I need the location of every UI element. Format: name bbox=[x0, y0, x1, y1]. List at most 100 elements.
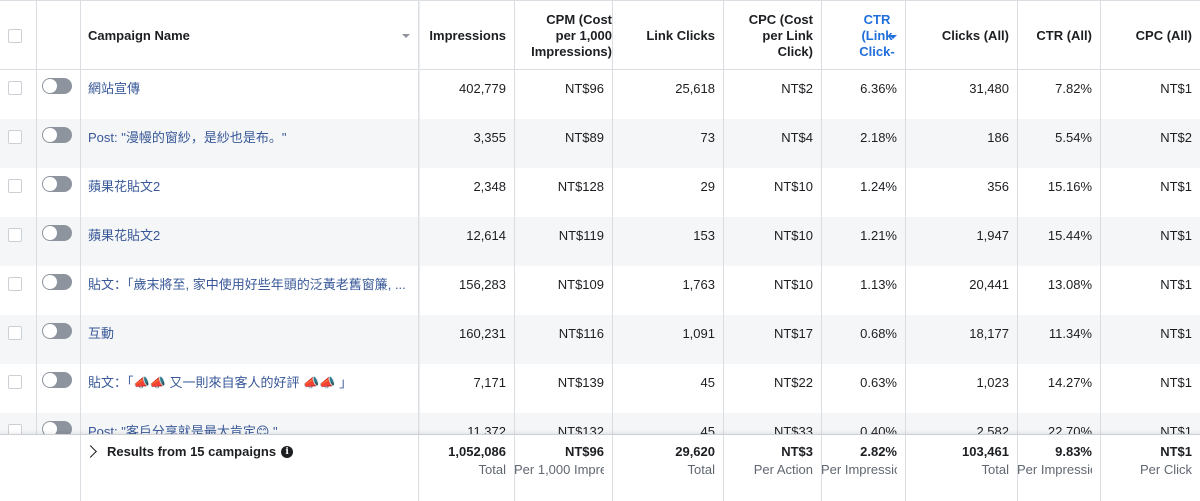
cell-cpm: NT$116 bbox=[558, 326, 604, 341]
total-clicks-all: 103,461 Total bbox=[905, 435, 1017, 501]
total-label: Total bbox=[687, 462, 715, 477]
info-icon[interactable]: i bbox=[281, 445, 294, 458]
total-value: NT$3 bbox=[781, 444, 813, 459]
total-label: Total bbox=[478, 462, 506, 477]
header-cpc-link[interactable]: CPC (Cost per Link Click) bbox=[723, 1, 821, 70]
campaign-toggle[interactable] bbox=[42, 127, 72, 143]
total-label: Total bbox=[981, 462, 1009, 477]
campaign-name-link[interactable]: 貼文：「歲末將至, 家中使用好些年頭的泛黃老舊窗簾, ... bbox=[80, 266, 420, 315]
campaign-name-text: 網站宣傳 bbox=[88, 81, 141, 96]
cell-link-clicks: 1,763 bbox=[682, 277, 715, 292]
campaign-toggle[interactable] bbox=[42, 176, 72, 192]
cell-cpm: NT$119 bbox=[558, 228, 604, 243]
header-campaign-name[interactable]: Campaign Name bbox=[80, 1, 420, 70]
cell-cpc-link: NT$22 bbox=[773, 375, 813, 390]
cell-cpm: NT$128 bbox=[557, 179, 604, 194]
cell-link-clicks: 45 bbox=[700, 375, 715, 390]
header-label: Clicks (All) bbox=[941, 27, 1009, 43]
row-select-checkbox[interactable] bbox=[8, 130, 22, 144]
sort-caret-icon[interactable] bbox=[402, 33, 410, 38]
cell-impressions: 2,348 bbox=[473, 179, 506, 194]
footer-column-divider bbox=[514, 435, 515, 501]
header-cpm[interactable]: CPM (Cost per 1,000 Impressions) bbox=[514, 1, 612, 70]
cell-cpc-link: NT$2 bbox=[781, 81, 813, 96]
cell-impressions: 160,231 bbox=[459, 326, 506, 341]
cell-clicks-all: 186 bbox=[987, 130, 1009, 145]
cell-link-clicks: 73 bbox=[700, 130, 715, 145]
column-divider bbox=[612, 0, 613, 501]
total-label: Per Click bbox=[1139, 462, 1192, 477]
select-all-checkbox[interactable] bbox=[8, 29, 22, 43]
cell-ctr-link: 0.68% bbox=[860, 326, 897, 341]
cell-link-clicks: 25,618 bbox=[675, 81, 715, 96]
cell-cpm: NT$89 bbox=[564, 130, 604, 145]
footer-column-divider bbox=[821, 435, 822, 501]
cell-ctr-all: 15.16% bbox=[1047, 179, 1092, 194]
campaign-toggle[interactable] bbox=[42, 421, 72, 437]
cell-cpc-all: NT$2 bbox=[1160, 130, 1192, 145]
total-label: Per Impressions bbox=[1017, 462, 1092, 477]
summary-footer: Results from 15 campaigns i 1,052,086 Total… bbox=[0, 434, 1200, 501]
cell-ctr-link: 2.18% bbox=[860, 130, 897, 145]
campaign-toggle[interactable] bbox=[42, 225, 72, 241]
cell-ctr-link: 0.63% bbox=[860, 375, 897, 390]
total-cpc-link: NT$3 Per Action bbox=[723, 435, 821, 501]
footer-column-divider bbox=[612, 435, 613, 501]
row-select-checkbox[interactable] bbox=[8, 277, 22, 291]
header-label: CPC (All) bbox=[1135, 27, 1192, 43]
column-divider bbox=[905, 0, 906, 501]
chevron-right-icon[interactable] bbox=[84, 445, 97, 458]
footer-column-divider bbox=[80, 435, 81, 501]
header-link-clicks[interactable]: Link Clicks bbox=[612, 1, 723, 70]
campaign-name-link[interactable]: 貼文：「📣📣 又一則來自客人的好評 📣📣 」 bbox=[80, 364, 420, 413]
footer-column-divider bbox=[905, 435, 906, 501]
header-ctr-link[interactable]: CTR (Link Click- bbox=[821, 1, 905, 70]
header-impressions[interactable]: Impressions bbox=[420, 1, 514, 70]
row-select-checkbox[interactable] bbox=[8, 81, 22, 95]
campaign-name-link[interactable]: Post: "漫幔的窗紗，是紗也是布。" bbox=[80, 119, 420, 168]
header-label: Impressions bbox=[429, 27, 506, 43]
table-row: 網站宣傳 402,779 NT$96 25,618 NT$2 6.36% 31,480 7.8… bbox=[0, 70, 1200, 119]
header-clicks-all[interactable]: Clicks (All) bbox=[905, 1, 1017, 70]
total-label: Per Impressions bbox=[821, 462, 897, 477]
sort-caret-icon[interactable] bbox=[889, 35, 897, 39]
total-value: 29,620 bbox=[675, 444, 715, 459]
total-value: 103,461 bbox=[962, 444, 1009, 459]
header-label: CPM (Cost per 1,000 Impressions) bbox=[531, 11, 612, 59]
campaign-name-text: 蘋果花貼文2 bbox=[88, 228, 161, 243]
row-select-checkbox[interactable] bbox=[8, 326, 22, 340]
row-select-checkbox[interactable] bbox=[8, 228, 22, 242]
row-select-checkbox[interactable] bbox=[8, 375, 22, 389]
cell-ctr-link: 1.24% bbox=[860, 179, 897, 194]
campaign-toggle[interactable] bbox=[42, 372, 72, 388]
results-summary[interactable]: Results from 15 campaigns i bbox=[84, 444, 294, 459]
campaign-toggle[interactable] bbox=[42, 323, 72, 339]
cell-clicks-all: 356 bbox=[987, 179, 1009, 194]
campaign-name-link[interactable]: 互動 bbox=[80, 315, 420, 364]
cell-cpc-link: NT$17 bbox=[773, 326, 813, 341]
campaign-name-link[interactable]: 網站宣傳 bbox=[80, 70, 420, 119]
cell-link-clicks: 153 bbox=[693, 228, 715, 243]
frozen-column-divider[interactable] bbox=[418, 0, 420, 501]
campaign-toggle[interactable] bbox=[42, 274, 72, 290]
cell-clicks-all: 20,441 bbox=[969, 277, 1009, 292]
footer-column-divider bbox=[418, 435, 419, 501]
total-value: 1,052,086 bbox=[448, 444, 506, 459]
cell-clicks-all: 1,947 bbox=[976, 228, 1009, 243]
cell-ctr-all: 7.82% bbox=[1055, 81, 1092, 96]
cell-ctr-link: 6.36% bbox=[860, 81, 897, 96]
campaign-toggle[interactable] bbox=[42, 78, 72, 94]
campaign-name-link[interactable]: 蘋果花貼文2 bbox=[80, 217, 420, 266]
column-divider bbox=[514, 0, 515, 501]
cell-cpc-link: NT$10 bbox=[773, 179, 813, 194]
campaign-name-text: 貼文：「📣📣 又一則來自客人的好評 📣📣 」 bbox=[88, 375, 353, 390]
row-select-checkbox[interactable] bbox=[8, 179, 22, 193]
total-value: 9.83% bbox=[1055, 444, 1092, 459]
total-label: Per 1,000 Impressions bbox=[514, 462, 604, 477]
table-row: 貼文：「📣📣 又一則來自客人的好評 📣📣 」 7,171 NT$139 45 NT$22… bbox=[0, 364, 1200, 413]
header-ctr-all[interactable]: CTR (All) bbox=[1017, 1, 1100, 70]
header-cpc-all[interactable]: CPC (All) bbox=[1100, 1, 1200, 70]
campaign-name-link[interactable]: 蘋果花貼文2 bbox=[80, 168, 420, 217]
table-row: 蘋果花貼文2 2,348 NT$128 29 NT$10 1.24% 356 15.16% NT… bbox=[0, 168, 1200, 217]
